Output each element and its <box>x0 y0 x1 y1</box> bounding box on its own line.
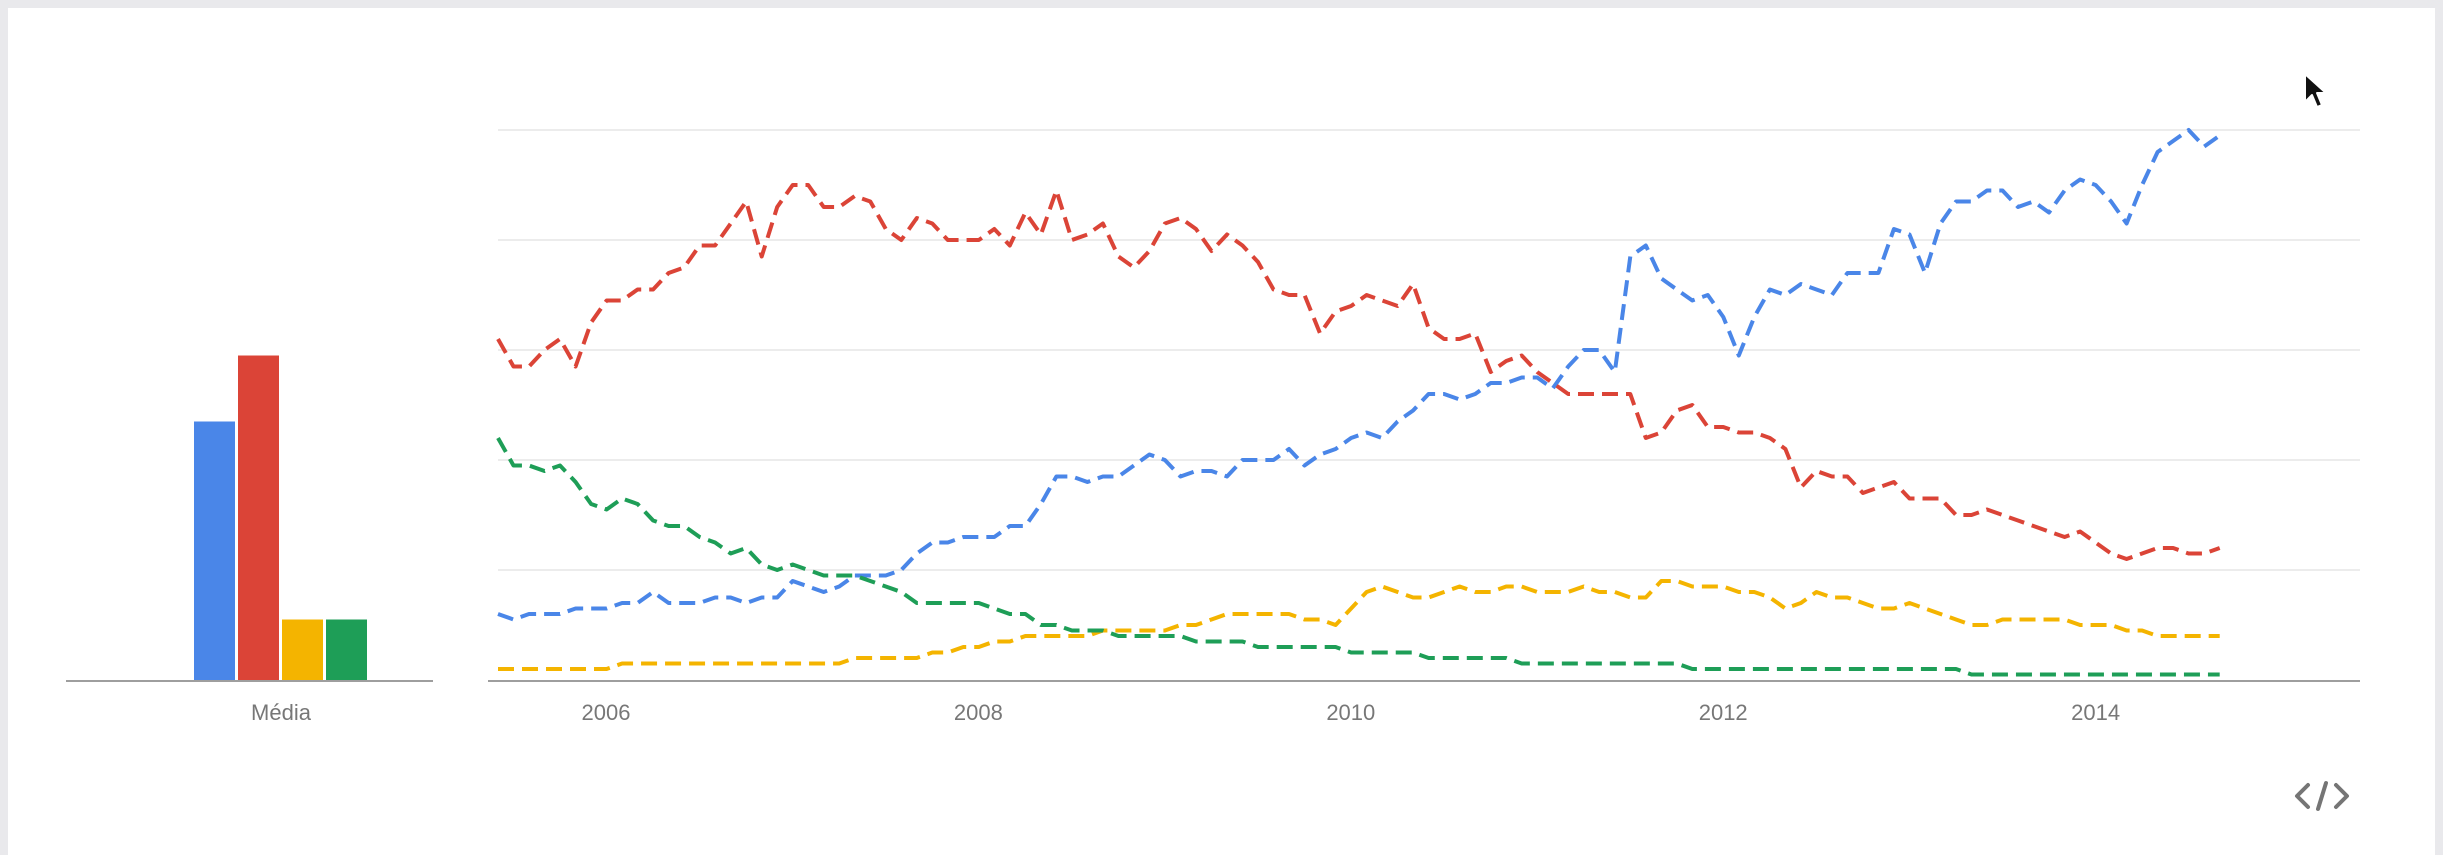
x-tick-label-2006: 2006 <box>582 700 631 725</box>
trend-line-3 <box>496 437 2220 677</box>
average-bar-0 <box>194 421 235 680</box>
gridlines <box>498 129 2360 571</box>
x-tick-label-2012: 2012 <box>1699 700 1748 725</box>
trend-line-0 <box>497 128 2221 622</box>
trends-chart: Média 2006 2008 2010 2012 2014 <box>66 128 2360 725</box>
embed-code-button[interactable] <box>2290 774 2354 818</box>
average-bar-2 <box>282 619 323 680</box>
chart-card: Média 2006 2008 2010 2012 2014 <box>8 8 2435 855</box>
trend-lines <box>496 128 2221 677</box>
average-bars <box>194 355 367 680</box>
x-tick-label-2008: 2008 <box>954 700 1003 725</box>
x-tick-label-2010: 2010 <box>1326 700 1375 725</box>
trend-line-1 <box>496 183 2221 561</box>
bar-category-label: Média <box>251 700 312 725</box>
x-tick-label-2014: 2014 <box>2071 700 2120 725</box>
tick-labels: Média 2006 2008 2010 2012 2014 <box>251 700 2120 725</box>
mouse-pointer-icon <box>2304 73 2327 108</box>
code-brackets-icon <box>2295 781 2349 811</box>
average-bar-3 <box>326 619 367 680</box>
average-bar-1 <box>238 355 279 680</box>
trend-line-2 <box>498 579 2220 671</box>
